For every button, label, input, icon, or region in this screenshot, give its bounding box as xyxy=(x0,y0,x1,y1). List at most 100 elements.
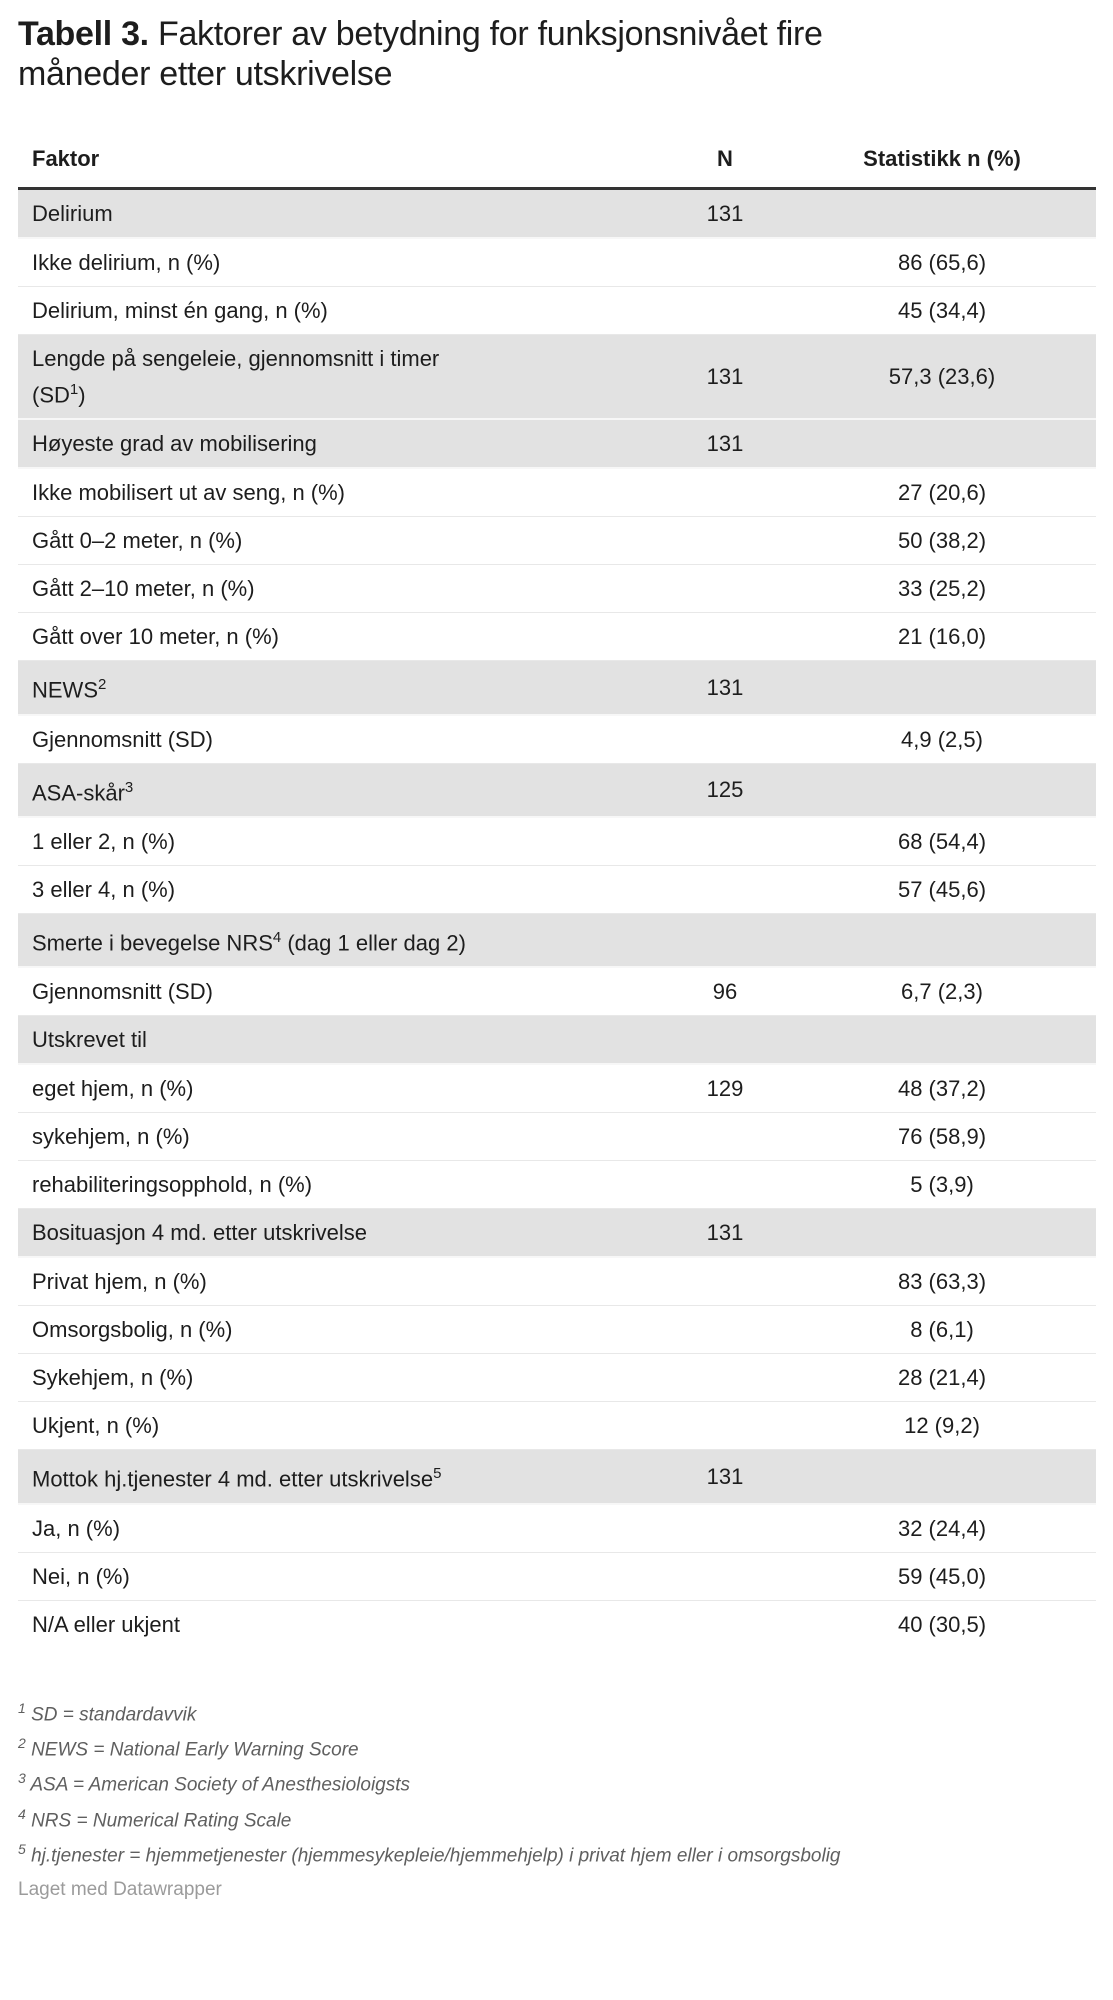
faktor-cell: ASA-skår3 xyxy=(18,772,662,808)
statistikk-cell: 21 (16,0) xyxy=(897,624,987,650)
footnote-marker: 2 xyxy=(98,676,107,694)
faktor-label: NEWS xyxy=(32,677,98,703)
faktor-cell: N/A eller ukjent xyxy=(18,1609,662,1640)
faktor-label: Lengde på sengeleie, gjennomsnitt i time… xyxy=(32,346,440,408)
faktor-label: ASA-skår xyxy=(32,779,125,805)
faktor-label: Gått 0–2 meter, n (%) xyxy=(32,528,243,554)
datawrapper-credit[interactable]: Laget med Datawrapper xyxy=(18,1879,222,1901)
footnote-text: NRS = Numerical Rating Scale xyxy=(31,1809,292,1831)
faktor-cell: Utskrevet til xyxy=(18,1024,662,1055)
column-header-n: N xyxy=(717,146,733,171)
faktor-cell: Lengde på sengeleie, gjennomsnitt i time… xyxy=(18,343,662,410)
faktor-cell: Ja, n (%) xyxy=(18,1513,662,1544)
faktor-cell: Smerte i bevegelse NRS4 (dag 1 eller dag… xyxy=(18,922,662,958)
faktor-label: Mottok hj.tjenester 4 md. etter utskrive… xyxy=(32,1466,434,1492)
table-row: Ukjent, n (%) 12 (9,2) xyxy=(18,1402,1096,1451)
statistikk-cell: 40 (30,5) xyxy=(897,1611,987,1637)
footnote-item: 5 hj.tjenester = hjemmetjenester (hjemme… xyxy=(18,1835,1096,1870)
statistikk-cell: 8 (6,1) xyxy=(910,1317,974,1343)
statistikk-cell: 33 (25,2) xyxy=(897,576,987,602)
statistikk-cell: 68 (54,4) xyxy=(897,828,987,854)
statistikk-cell: 59 (45,0) xyxy=(897,1563,987,1589)
faktor-label: Delirium, minst én gang, n (%) xyxy=(32,298,328,323)
table-row: Utskrevet til xyxy=(18,1016,1096,1066)
faktor-cell: Nei, n (%) xyxy=(18,1561,662,1592)
faktor-label: Delirium xyxy=(32,201,113,226)
faktor-cell: Gjennomsnitt (SD) xyxy=(18,724,662,755)
faktor-label: Gjennomsnitt (SD) xyxy=(32,726,213,752)
footnote-marker: 1 xyxy=(69,381,79,398)
faktor-label-tail: (dag 1 eller dag 2) xyxy=(281,930,466,956)
statistikk-cell: 48 (37,2) xyxy=(897,1076,987,1102)
footnote-marker: 3 xyxy=(124,778,134,796)
n-cell: 131 xyxy=(706,431,744,457)
statistikk-cell: 76 (58,9) xyxy=(897,1124,987,1150)
footnote-item: 4 NRS = Numerical Rating Scale xyxy=(18,1800,1096,1835)
column-header-faktor: Faktor xyxy=(32,146,100,171)
footnote-number: 5 xyxy=(18,1840,26,1857)
table-body: Delirium 131 Ikke delirium, n (%) 86 (65… xyxy=(18,190,1096,1648)
faktor-cell: sykehjem, n (%) xyxy=(18,1121,662,1152)
faktor-cell: rehabiliteringsopphold, n (%) xyxy=(18,1169,662,1200)
faktor-label: Ja, n (%) xyxy=(32,1515,121,1541)
faktor-cell: Gått 0–2 meter, n (%) xyxy=(18,525,662,556)
faktor-label: Ikke mobilisert ut av seng, n (%) xyxy=(32,480,346,506)
table-row: Gjennomsnitt (SD) 96 6,7 (2,3) xyxy=(18,968,1096,1017)
table-row: Lengde på sengeleie, gjennomsnitt i time… xyxy=(18,335,1096,421)
statistikk-cell: 5 (3,9) xyxy=(910,1172,974,1198)
n-cell: 131 xyxy=(706,201,744,226)
statistikk-cell: 86 (65,6) xyxy=(897,250,987,275)
faktor-label: Høyeste grad av mobilisering xyxy=(32,431,317,457)
statistikk-cell: 83 (63,3) xyxy=(897,1269,987,1295)
footnote-text: ASA = American Society of Anesthesioloig… xyxy=(30,1774,411,1796)
faktor-cell: Høyeste grad av mobilisering xyxy=(18,428,662,459)
faktor-cell: Bosituasjon 4 md. etter utskrivelse xyxy=(18,1217,662,1248)
faktor-label: Privat hjem, n (%) xyxy=(32,1269,207,1295)
table-row: Delirium 131 xyxy=(18,190,1096,239)
faktor-label: Ikke delirium, n (%) xyxy=(32,250,221,275)
faktor-label: Utskrevet til xyxy=(32,1027,147,1053)
faktor-label: 3 eller 4, n (%) xyxy=(32,876,176,902)
faktor-label: N/A eller ukjent xyxy=(32,1611,180,1637)
faktor-cell: Delirium, minst én gang, n (%) xyxy=(18,295,662,326)
n-cell: 96 xyxy=(712,979,738,1005)
table-row: Delirium, minst én gang, n (%) 45 (34,4) xyxy=(18,287,1096,335)
statistikk-cell: 57,3 (23,6) xyxy=(888,364,996,390)
faktor-cell: Ikke mobilisert ut av seng, n (%) xyxy=(18,477,662,508)
faktor-cell: NEWS2 xyxy=(18,669,662,705)
faktor-cell: Ukjent, n (%) xyxy=(18,1410,662,1441)
table-row: eget hjem, n (%) 129 48 (37,2) xyxy=(18,1065,1096,1114)
faktor-label: Ukjent, n (%) xyxy=(32,1413,160,1439)
table-row: ASA-skår3 125 xyxy=(18,763,1096,818)
statistikk-cell: 27 (20,6) xyxy=(897,480,987,506)
n-cell: 125 xyxy=(706,777,744,803)
footnotes: 1 SD = standardavvik 2 NEWS = National E… xyxy=(18,1694,1096,1871)
faktor-cell: Gått over 10 meter, n (%) xyxy=(18,621,662,652)
table-row: Privat hjem, n (%) 83 (63,3) xyxy=(18,1258,1096,1307)
footnote-text: NEWS = National Early Warning Score xyxy=(31,1739,359,1761)
footnote-number: 2 xyxy=(18,1734,26,1751)
footnote-text: SD = standardavvik xyxy=(31,1703,197,1725)
footnote-item: 1 SD = standardavvik xyxy=(18,1694,1096,1729)
faktor-label: Omsorgsbolig, n (%) xyxy=(32,1317,233,1343)
table-row: Nei, n (%) 59 (45,0) xyxy=(18,1553,1096,1601)
footnote-marker: 5 xyxy=(433,1465,442,1483)
table-row: Høyeste grad av mobilisering 131 xyxy=(18,420,1096,470)
faktor-cell: eget hjem, n (%) xyxy=(18,1073,662,1104)
faktor-label: eget hjem, n (%) xyxy=(32,1076,194,1102)
table-row: Bosituasjon 4 md. etter utskrivelse 131 xyxy=(18,1209,1096,1259)
statistikk-cell: 32 (24,4) xyxy=(897,1515,987,1541)
n-cell: 129 xyxy=(706,1076,744,1102)
table-row: Omsorgsbolig, n (%) 8 (6,1) xyxy=(18,1306,1096,1355)
table-row: Gått 2–10 meter, n (%) 33 (25,2) xyxy=(18,565,1096,614)
faktor-cell: Ikke delirium, n (%) xyxy=(18,247,662,278)
footnote-text: hj.tjenester = hjemmetjenester (hjemmesy… xyxy=(31,1845,841,1867)
table-row: Mottok hj.tjenester 4 md. etter utskrive… xyxy=(18,1450,1096,1505)
n-cell: 131 xyxy=(706,674,744,700)
column-header-statistikk: Statistikk n (%) xyxy=(863,146,1021,171)
table-row: Sykehjem, n (%) 28 (21,4) xyxy=(18,1354,1096,1403)
table-row: 3 eller 4, n (%) 57 (45,6) xyxy=(18,866,1096,914)
footnote-number: 1 xyxy=(18,1699,26,1716)
footnote-item: 2 NEWS = National Early Warning Score xyxy=(18,1729,1096,1764)
table-row: N/A eller ukjent 40 (30,5) xyxy=(18,1601,1096,1648)
